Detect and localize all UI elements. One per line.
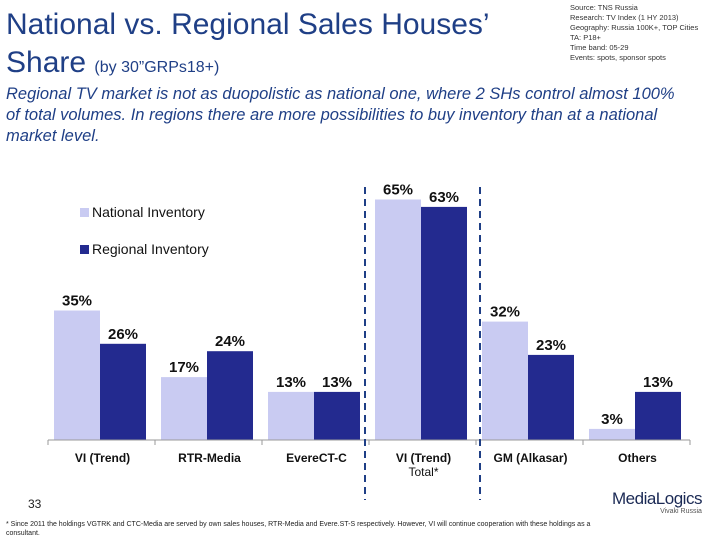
data-label: 13% <box>276 374 306 391</box>
slide-subtitle: Regional TV market is not as duopolistic… <box>6 85 675 145</box>
data-label: 26% <box>108 326 138 343</box>
x-tick-label: GM (Alkasar) <box>493 451 567 465</box>
legend-item-regional: Regional Inventory <box>80 240 209 258</box>
source-line: Events: spots, sponsor spots <box>570 53 666 62</box>
chart-legend: National Inventory Regional Inventory <box>80 203 209 277</box>
x-tick-label: Others <box>618 451 657 465</box>
footnote: * Since 2011 the holdings VGTRK and CTC-… <box>6 521 591 537</box>
bar <box>161 377 207 440</box>
title-sub: (by 30”GRPs18+) <box>94 59 220 76</box>
x-tick-label: RTR-Media <box>178 451 241 465</box>
legend-label-regional: Regional Inventory <box>92 241 209 257</box>
data-label: 32% <box>490 304 520 321</box>
bar <box>375 199 421 440</box>
source-line: Geography: Russia 100K+, TOP Cities <box>570 23 699 32</box>
bar <box>528 354 574 440</box>
source-line: TA: P18+ <box>570 33 601 42</box>
legend-label-national: National Inventory <box>92 204 205 220</box>
title-main: National vs. Regional Sales Houses’ Shar… <box>6 8 489 79</box>
data-label: 23% <box>536 337 566 354</box>
data-label: 17% <box>169 359 199 376</box>
source-info: Source: TNS Russia Research: TV Index (1… <box>570 3 720 63</box>
data-label: 3% <box>601 411 623 428</box>
source-line: Source: TNS Russia <box>570 3 638 12</box>
data-label: 63% <box>429 189 459 206</box>
data-label: 24% <box>215 333 245 350</box>
bar <box>207 351 253 440</box>
slide-title: National vs. Regional Sales Houses’ Shar… <box>6 6 546 87</box>
bar <box>589 428 635 440</box>
source-line: Research: TV Index (1 HY 2013) <box>570 13 679 22</box>
x-tick-label: EvereCT-C <box>286 451 347 465</box>
bar <box>268 391 314 440</box>
logo: MediaLogics Vivaki Russia <box>612 489 702 515</box>
source-line: Time band: 05-29 <box>570 43 629 52</box>
bar <box>421 206 467 440</box>
bar <box>100 343 146 440</box>
data-label: 35% <box>62 293 92 310</box>
bar <box>635 391 681 440</box>
legend-item-national: National Inventory <box>80 203 209 221</box>
logo-tagline: Vivaki Russia <box>660 508 702 515</box>
data-label: 13% <box>322 374 352 391</box>
data-label: 65% <box>383 182 413 199</box>
data-label: 13% <box>643 374 673 391</box>
page-number: 33 <box>28 497 42 511</box>
bar <box>482 321 528 440</box>
x-tick-label: VI (Trend) Total* <box>396 451 451 479</box>
bar <box>54 310 100 440</box>
x-tick-label: VI (Trend) <box>75 451 130 465</box>
logo-name: MediaLogics <box>612 489 702 508</box>
legend-swatch-national <box>80 207 89 217</box>
legend-swatch-regional <box>80 244 89 254</box>
bar <box>314 391 360 440</box>
